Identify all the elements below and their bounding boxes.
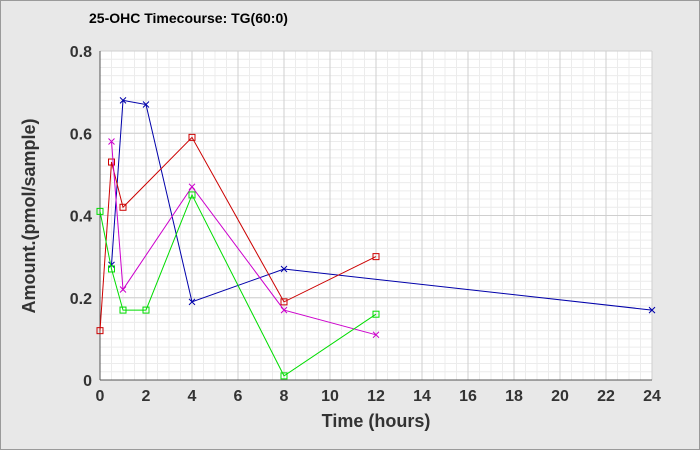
data-point-square <box>280 372 288 380</box>
x-tick-label: 20 <box>551 388 569 405</box>
data-point-x <box>119 286 127 293</box>
data-point-square <box>108 265 115 273</box>
x-tick-label: 12 <box>367 388 385 405</box>
data-point-square <box>108 158 115 166</box>
data-point-square <box>188 191 196 199</box>
series-1 <box>108 96 656 314</box>
series-2 <box>96 133 380 335</box>
x-tick-label: 16 <box>459 388 477 405</box>
chart-title: 25-OHC Timecourse: TG(60:0) <box>89 10 288 26</box>
series-line <box>99 136 377 331</box>
data-point-x <box>119 96 127 104</box>
data-point-x <box>280 265 288 273</box>
data-point-square <box>119 203 127 211</box>
data-point-square <box>142 306 150 314</box>
x-tick-label: 10 <box>321 388 339 405</box>
x-tick-label: 14 <box>413 388 431 405</box>
x-tick-label: 24 <box>643 388 661 405</box>
y-axis-label: Amount.(pmol/sample) <box>19 118 39 313</box>
data-point-square <box>96 327 104 335</box>
x-tick-label: 0 <box>96 388 105 405</box>
data-point-square <box>96 207 104 215</box>
data-point-square <box>188 133 196 141</box>
y-tick-label: 0.6 <box>70 126 92 143</box>
y-tick-label: 0.2 <box>70 291 92 308</box>
x-tick-label: 4 <box>188 388 197 405</box>
y-tick-label: 0.8 <box>70 44 92 61</box>
data-point-square <box>280 298 288 306</box>
series-layer <box>96 96 656 380</box>
x-tick-label: 6 <box>234 388 243 405</box>
data-point-x <box>648 306 656 314</box>
data-point-x <box>280 306 288 314</box>
x-axis-label: Time (hours) <box>322 411 431 431</box>
data-point-x <box>188 183 196 191</box>
data-point-x <box>108 261 115 269</box>
data-point-square <box>372 253 380 261</box>
data-point-x <box>142 101 150 108</box>
series-3 <box>108 138 380 339</box>
x-tick-label: 18 <box>505 388 523 405</box>
series-line <box>111 99 653 311</box>
data-point-x <box>372 331 380 339</box>
x-tick-label: 8 <box>280 388 289 405</box>
grid <box>99 50 653 381</box>
x-tick-label: 2 <box>142 388 151 405</box>
series-4 <box>96 191 380 380</box>
y-tick-label: 0.4 <box>70 209 92 226</box>
data-point-square <box>119 306 127 314</box>
data-point-x <box>108 138 115 145</box>
data-point-x <box>188 298 196 306</box>
x-tick-label: 22 <box>597 388 615 405</box>
y-tick-label: 0 <box>83 373 92 390</box>
series-line <box>99 193 377 377</box>
data-point-square <box>372 310 380 318</box>
